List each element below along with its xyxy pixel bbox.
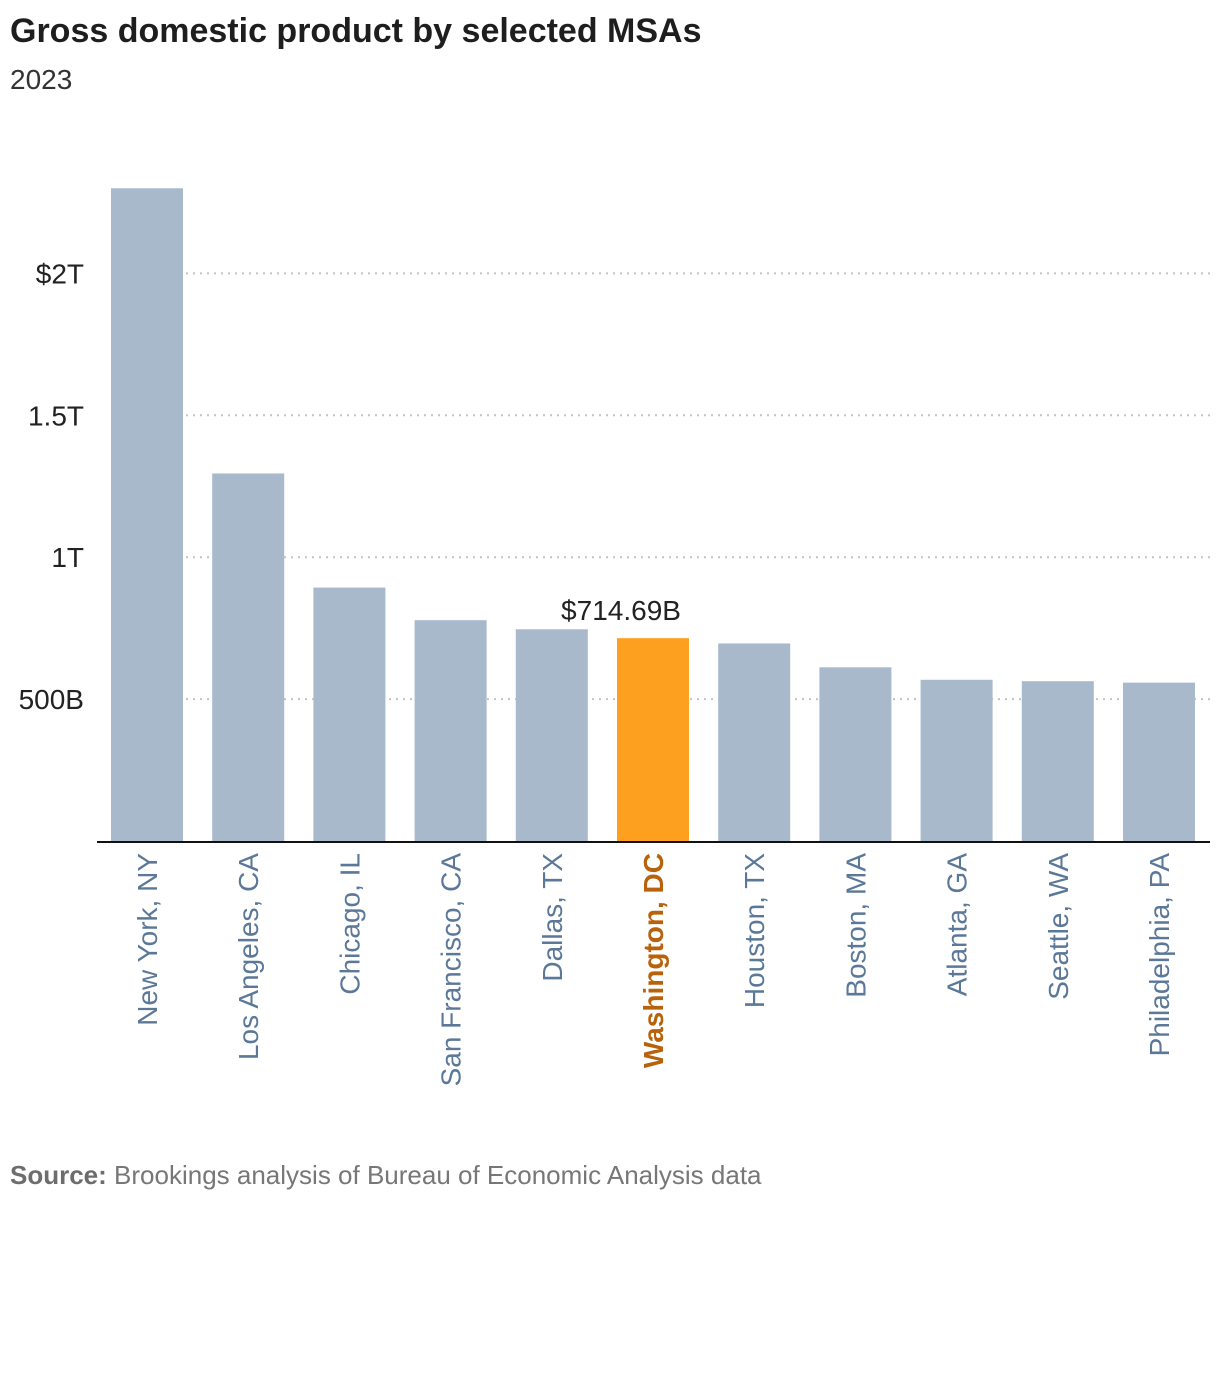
category-label: Seattle, WA — [1043, 853, 1074, 1000]
y-tick-label: 1.5T — [28, 400, 84, 431]
bar — [111, 188, 183, 841]
category-label: Chicago, IL — [334, 853, 365, 995]
data-label: $714.69B — [561, 595, 681, 626]
chart-title: Gross domestic product by selected MSAs — [10, 12, 702, 50]
bar — [920, 679, 993, 841]
bar — [1123, 682, 1195, 841]
bar — [515, 629, 588, 841]
y-tick-label: 1T — [51, 542, 84, 573]
source-text: Brookings analysis of Bureau of Economic… — [114, 1160, 762, 1190]
category-label: Los Angeles, CA — [233, 853, 264, 1060]
category-label: New York, NY — [132, 853, 163, 1026]
category-label: Houston, TX — [739, 853, 770, 1008]
chart-subtitle: 2023 — [10, 64, 73, 95]
category-label: Philadelphia, PA — [1144, 853, 1175, 1057]
bar — [718, 643, 791, 841]
bar — [617, 638, 689, 841]
bar-chart: 500B 1T 1.5T $2T New York, NY Los Angeles, CA… — [19, 188, 1210, 1087]
source-note: Source: Brookings analysis of Bureau of … — [10, 1160, 762, 1191]
category-label: Washington, DC — [638, 853, 669, 1068]
bar — [819, 667, 892, 841]
bar — [313, 587, 386, 841]
source-label: Source: — [10, 1160, 107, 1190]
category-label: San Francisco, CA — [436, 853, 467, 1087]
category-label: Boston, MA — [840, 853, 871, 998]
bar — [1021, 681, 1094, 841]
y-tick-label: $2T — [36, 258, 84, 289]
bar — [212, 473, 285, 841]
bar — [414, 620, 487, 841]
category-label: Atlanta, GA — [942, 853, 973, 997]
y-tick-label: 500B — [19, 684, 84, 715]
category-label: Dallas, TX — [537, 853, 568, 982]
